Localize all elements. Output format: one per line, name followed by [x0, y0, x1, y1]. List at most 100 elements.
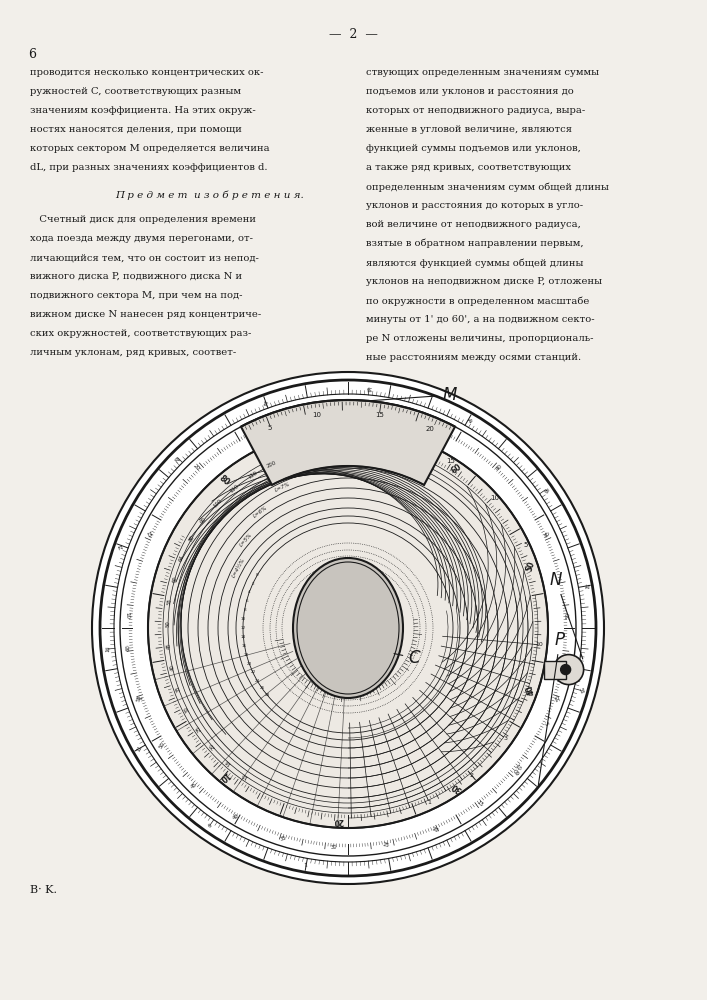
- Text: 45: 45: [190, 781, 199, 790]
- Text: 5: 5: [268, 425, 272, 431]
- Text: 51: 51: [583, 583, 588, 590]
- Text: 64: 64: [178, 555, 185, 563]
- Text: —  2  —: — 2 —: [329, 28, 378, 41]
- Text: 15: 15: [375, 412, 384, 418]
- Text: 10: 10: [217, 769, 231, 783]
- Text: уклонов на неподвижном диске P, отложены: уклонов на неподвижном диске P, отложены: [366, 277, 602, 286]
- Text: женные в угловой величине, являются: женные в угловой величине, являются: [366, 125, 572, 134]
- Text: 100: 100: [213, 498, 223, 509]
- Text: dL, при разных значениях коэффициентов d.: dL, при разных значениях коэффициентов d…: [30, 163, 267, 172]
- Text: 10: 10: [312, 412, 321, 418]
- Text: 2: 2: [469, 773, 474, 778]
- Text: ные расстояниям между осями станций.: ные расстояниям между осями станций.: [366, 353, 581, 362]
- Text: 80: 80: [188, 535, 196, 543]
- Text: 20: 20: [208, 742, 216, 750]
- Text: 45: 45: [544, 530, 552, 539]
- Text: 80: 80: [217, 473, 231, 487]
- Text: 6: 6: [207, 822, 213, 828]
- Text: личающийся тем, что он состоит из непод-: личающийся тем, что он состоит из непод-: [30, 253, 259, 262]
- Text: 3: 3: [503, 736, 508, 741]
- Text: ствующих определенным значениям суммы: ствующих определенным значениям суммы: [366, 68, 599, 77]
- Text: 31: 31: [262, 398, 269, 405]
- Text: $N$: $N$: [549, 571, 583, 659]
- Text: хода поезда между двумя перегонами, от-: хода поезда между двумя перегонами, от-: [30, 234, 253, 243]
- Text: 110: 110: [229, 483, 240, 493]
- Text: 40: 40: [169, 664, 175, 671]
- Text: 50: 50: [525, 560, 537, 573]
- Text: 18: 18: [244, 653, 249, 657]
- Polygon shape: [544, 661, 566, 679]
- Text: определенным значениям сумм общей длины: определенным значениям сумм общей длины: [366, 182, 609, 192]
- Text: 150: 150: [247, 471, 258, 480]
- Text: 25: 25: [262, 419, 271, 426]
- Text: 22: 22: [250, 670, 255, 674]
- Text: П р е д м е т  и з о б р е т е н и я.: П р е д м е т и з о б р е т е н и я.: [115, 190, 304, 200]
- Text: 35: 35: [279, 835, 287, 842]
- Text: 55: 55: [554, 693, 561, 702]
- Text: B· K.: B· K.: [30, 885, 57, 895]
- Text: 10: 10: [514, 763, 522, 772]
- Circle shape: [120, 400, 576, 856]
- Text: 50: 50: [165, 620, 170, 627]
- Text: значениям коэффициента. На этих окруж-: значениям коэффициента. На этих окруж-: [30, 106, 256, 115]
- Text: 30: 30: [184, 705, 191, 713]
- Text: 5: 5: [527, 691, 530, 696]
- Text: L=6%: L=6%: [252, 505, 269, 519]
- Text: 15: 15: [446, 458, 455, 464]
- Text: являются функцией суммы общей длины: являются функцией суммы общей длины: [366, 258, 583, 267]
- Text: 25: 25: [382, 842, 390, 848]
- Text: 1: 1: [427, 800, 431, 805]
- Text: которых сектором M определяется величина: которых сектором M определяется величина: [30, 144, 269, 153]
- Text: 16: 16: [223, 758, 232, 766]
- Circle shape: [554, 655, 584, 685]
- Text: подвижного сектора M, при чем на под-: подвижного сектора M, при чем на под-: [30, 291, 243, 300]
- Ellipse shape: [293, 558, 403, 698]
- Text: 6: 6: [245, 599, 248, 603]
- Text: 2: 2: [252, 582, 254, 586]
- Text: 60: 60: [171, 576, 178, 584]
- Text: 5: 5: [135, 695, 141, 700]
- Text: минуты от 1' до 60', а на подвижном секто-: минуты от 1' до 60', а на подвижном сект…: [366, 315, 595, 324]
- Text: 10: 10: [240, 771, 249, 779]
- Text: 26: 26: [259, 686, 264, 690]
- Text: 11: 11: [136, 745, 143, 752]
- Text: 16: 16: [242, 644, 247, 648]
- Text: 55: 55: [136, 694, 143, 702]
- Text: 14: 14: [241, 635, 246, 639]
- Text: 4: 4: [248, 590, 250, 594]
- Text: L=7%: L=7%: [274, 482, 291, 493]
- Text: 20: 20: [426, 426, 434, 432]
- Text: 20: 20: [395, 436, 403, 442]
- Text: 21: 21: [118, 542, 125, 549]
- Text: 8: 8: [243, 608, 246, 612]
- Text: 35: 35: [426, 419, 434, 426]
- Text: 200: 200: [267, 460, 278, 469]
- Text: 15: 15: [144, 530, 151, 539]
- Text: ских окружностей, соответствующих раз-: ских окружностей, соответствующих раз-: [30, 329, 252, 338]
- Text: 36: 36: [366, 385, 373, 391]
- Text: личным уклонам, ряд кривых, соответ-: личным уклонам, ряд кривых, соответ-: [30, 348, 236, 357]
- Text: $C$: $C$: [394, 649, 422, 667]
- Text: которых от неподвижного радиуса, выра-: которых от неподвижного радиуса, выра-: [366, 106, 585, 115]
- Text: 1: 1: [304, 863, 308, 868]
- Text: 28: 28: [265, 693, 270, 697]
- Circle shape: [561, 665, 571, 675]
- Text: 15: 15: [477, 800, 485, 808]
- Text: а также ряд кривых, соответствующих: а также ряд кривых, соответствующих: [366, 163, 571, 172]
- Text: 20: 20: [333, 816, 344, 826]
- Text: 10: 10: [490, 495, 499, 501]
- Text: Счетный диск для определения времени: Счетный диск для определения времени: [30, 215, 256, 224]
- Text: 40: 40: [496, 463, 504, 471]
- Text: ностях наносятся деления, при помощи: ностях наносятся деления, при помощи: [30, 125, 242, 134]
- Text: 25: 25: [194, 724, 202, 732]
- Text: L=5%: L=5%: [239, 532, 253, 547]
- Text: 35: 35: [175, 685, 182, 693]
- Text: 10: 10: [241, 617, 246, 621]
- Text: вой величине от неподвижного радиуса,: вой величине от неподвижного радиуса,: [366, 220, 581, 229]
- Text: вижном диске N нанесен ряд концентриче-: вижном диске N нанесен ряд концентриче-: [30, 310, 262, 319]
- Text: функцией суммы подъемов или уклонов,: функцией суммы подъемов или уклонов,: [366, 144, 581, 153]
- Text: 20: 20: [247, 662, 252, 666]
- Text: 60: 60: [450, 462, 464, 475]
- Text: 60: 60: [513, 766, 522, 774]
- Text: 20: 20: [431, 826, 440, 833]
